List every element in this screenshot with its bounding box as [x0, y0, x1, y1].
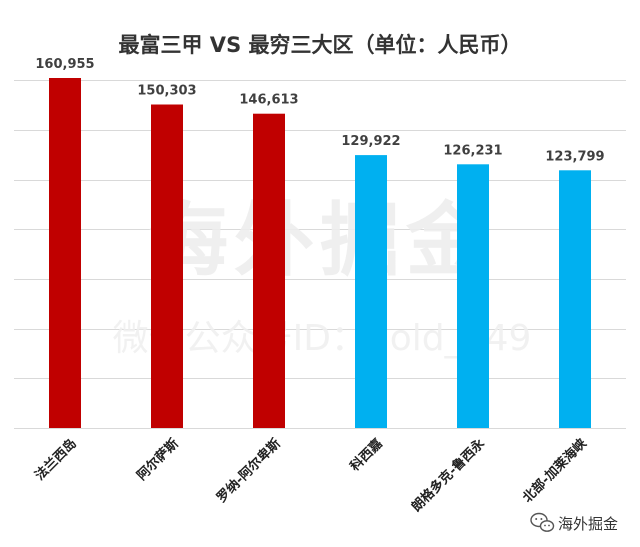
- bar: [355, 155, 387, 428]
- bars: [49, 78, 591, 429]
- bar: [559, 170, 591, 429]
- value-labels: 160,955 150,303 146,613 129,922 126,231 123,7…: [35, 57, 604, 164]
- bar: [151, 104, 183, 428]
- value-label: 123,799: [545, 149, 604, 164]
- value-label: 146,613: [239, 93, 298, 108]
- value-label: 160,955: [35, 57, 94, 72]
- watermark-main-text: 海外掘金: [148, 193, 492, 287]
- value-label: 129,922: [341, 134, 400, 149]
- bar: [49, 78, 81, 428]
- bar: [253, 113, 285, 428]
- bar: [457, 164, 489, 429]
- brand-logo: 海外掘金: [530, 512, 618, 533]
- chart-title: 最富三甲 VS 最穷三大区（单位：人民币）: [119, 33, 522, 57]
- gridlines: [14, 80, 626, 429]
- wechat-icon: [530, 512, 555, 532]
- logo-text: 海外掘金: [558, 515, 618, 533]
- value-label: 150,303: [137, 84, 196, 99]
- value-label: 126,231: [443, 143, 502, 158]
